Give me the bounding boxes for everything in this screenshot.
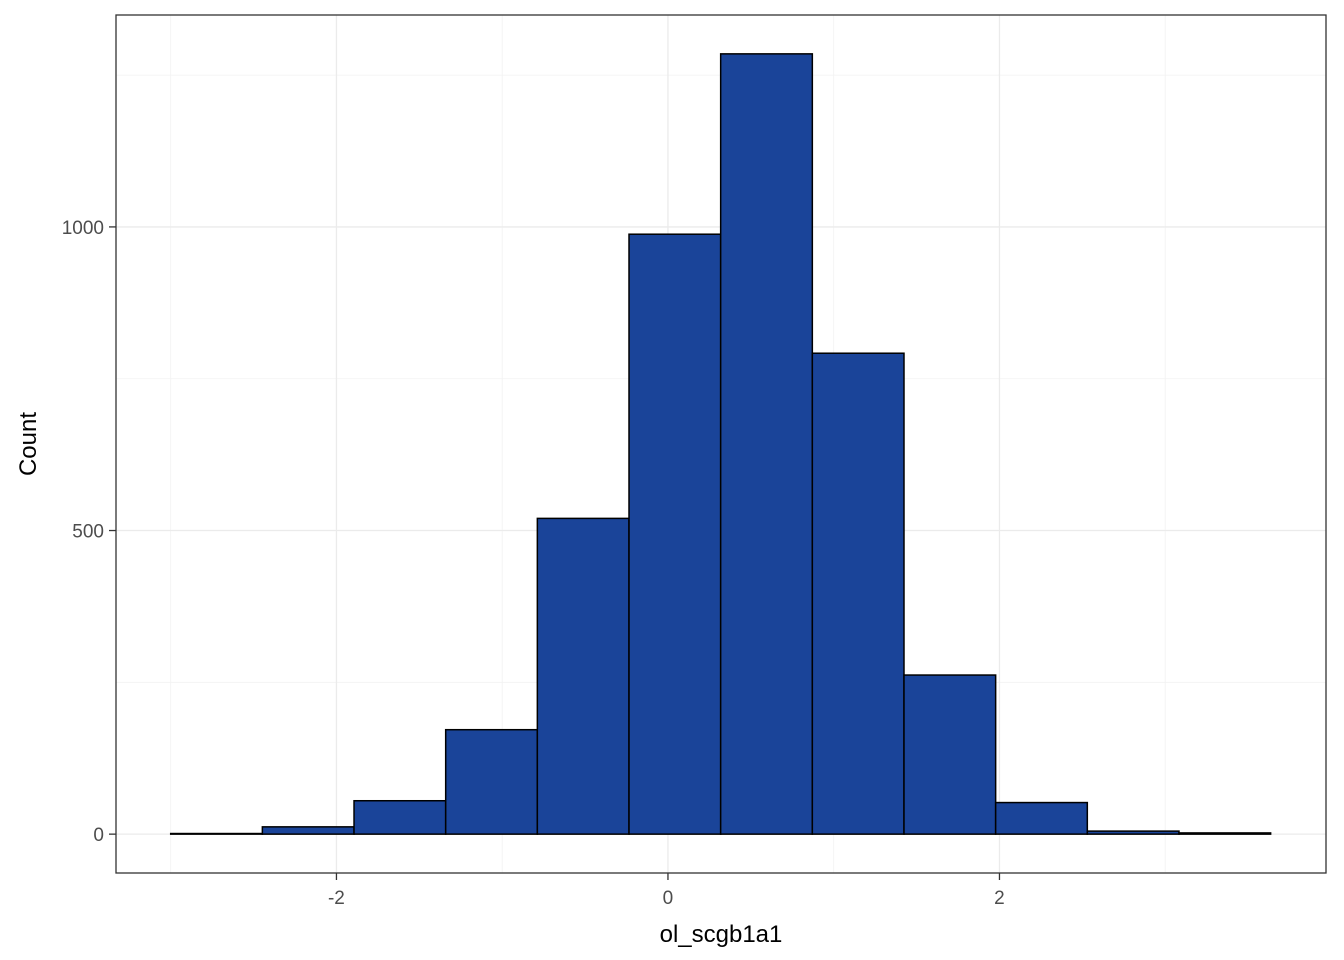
x-tick-label: 0 bbox=[663, 888, 674, 909]
panel-border bbox=[115, 14, 1327, 874]
histogram-bar bbox=[444, 728, 539, 835]
histogram-bar bbox=[353, 799, 447, 835]
histogram-bar bbox=[719, 53, 814, 835]
y-tick-label: 0 bbox=[93, 825, 104, 846]
x-axis: -2 0 2 bbox=[328, 873, 1005, 909]
histogram-bar bbox=[169, 832, 264, 835]
y-tick-label: 500 bbox=[72, 522, 104, 543]
histogram-bar bbox=[994, 801, 1089, 835]
histogram-bar bbox=[903, 674, 997, 835]
x-tick-label: -2 bbox=[328, 888, 345, 909]
histogram-bar bbox=[536, 517, 630, 835]
x-axis-title: ol_scgb1a1 bbox=[660, 921, 783, 948]
histogram-bar bbox=[1086, 830, 1180, 835]
y-axis-title: Count bbox=[15, 412, 42, 476]
histogram-bars bbox=[169, 53, 1272, 835]
histogram-bar bbox=[628, 233, 722, 835]
histogram-bar bbox=[1178, 832, 1272, 835]
x-tick-label: 2 bbox=[994, 888, 1005, 909]
histogram-bar bbox=[811, 352, 905, 835]
histogram-bar bbox=[261, 826, 355, 835]
y-tick-label: 1000 bbox=[62, 218, 104, 239]
y-axis: 0 500 1000 bbox=[62, 218, 116, 846]
